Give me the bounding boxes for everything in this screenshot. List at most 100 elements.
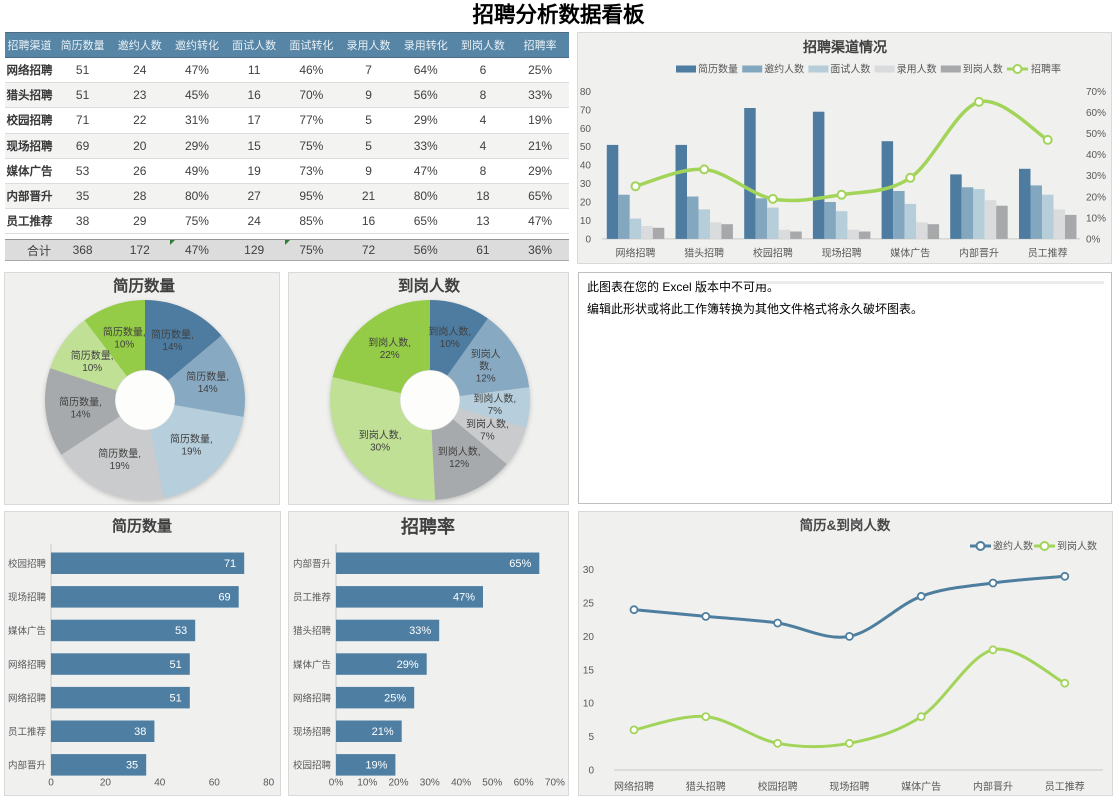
svg-text:到岗人数,10%: 到岗人数, 10% bbox=[428, 325, 471, 350]
svg-text:到岗人数,7%: 到岗人数, 7% bbox=[466, 417, 509, 442]
svg-text:猎头招聘: 猎头招聘 bbox=[684, 246, 724, 259]
svg-text:媒体广告: 媒体广告 bbox=[901, 780, 941, 793]
svg-text:媒体广告: 媒体广告 bbox=[293, 659, 331, 671]
svg-text:70: 70 bbox=[580, 105, 592, 116]
svg-text:10: 10 bbox=[580, 216, 592, 227]
svg-text:30: 30 bbox=[580, 179, 592, 190]
svg-text:到岗人数,12%: 到岗人数, 12% bbox=[438, 445, 481, 470]
svg-text:20%: 20% bbox=[388, 778, 408, 789]
svg-text:60%: 60% bbox=[514, 778, 534, 789]
svg-text:33%: 33% bbox=[409, 625, 431, 637]
svg-text:60: 60 bbox=[580, 124, 592, 135]
svg-text:到岗人数,22%: 到岗人数, 22% bbox=[368, 336, 411, 361]
svg-text:简历数量,14%: 简历数量, 14% bbox=[151, 328, 194, 353]
svg-text:面试人数: 面试人数 bbox=[830, 63, 870, 76]
svg-text:到岗人数,30%: 到岗人数, 30% bbox=[359, 428, 402, 453]
svg-text:猎头招聘: 猎头招聘 bbox=[293, 625, 332, 637]
svg-text:招聘率: 招聘率 bbox=[401, 516, 455, 537]
svg-text:40: 40 bbox=[580, 161, 592, 172]
svg-text:60%: 60% bbox=[1086, 108, 1106, 119]
svg-text:65%: 65% bbox=[509, 558, 531, 570]
svg-text:10%: 10% bbox=[1086, 213, 1106, 224]
svg-text:网络招聘: 网络招聘 bbox=[293, 692, 332, 704]
svg-text:30: 30 bbox=[583, 565, 595, 576]
svg-text:员工推荐: 员工推荐 bbox=[1045, 780, 1085, 793]
svg-text:80: 80 bbox=[580, 87, 592, 98]
svg-text:20: 20 bbox=[100, 778, 112, 789]
svg-text:内部晋升: 内部晋升 bbox=[959, 246, 999, 259]
svg-text:40%: 40% bbox=[1086, 150, 1106, 161]
svg-text:现场招聘: 现场招聘 bbox=[822, 246, 862, 259]
svg-text:录用人数: 录用人数 bbox=[897, 63, 937, 76]
svg-text:35: 35 bbox=[126, 760, 138, 772]
svg-text:简历数量,19%: 简历数量, 19% bbox=[98, 446, 141, 471]
svg-text:29%: 29% bbox=[397, 659, 419, 671]
svg-text:0: 0 bbox=[48, 778, 54, 789]
svg-text:15: 15 bbox=[583, 665, 595, 676]
svg-text:校园招聘: 校园招聘 bbox=[8, 558, 47, 570]
svg-text:到岗人数,7%: 到岗人数, 7% bbox=[473, 392, 516, 417]
svg-text:简历数量,10%: 简历数量, 10% bbox=[103, 325, 146, 350]
svg-text:内部晋升: 内部晋升 bbox=[973, 780, 1013, 793]
svg-text:招聘渠道情况: 招聘渠道情况 bbox=[803, 39, 887, 55]
svg-text:简历数量,10%: 简历数量, 10% bbox=[71, 349, 114, 374]
svg-text:简历数量: 简历数量 bbox=[113, 276, 176, 295]
svg-text:简历数量,14%: 简历数量, 14% bbox=[186, 370, 229, 395]
svg-text:50%: 50% bbox=[1086, 129, 1106, 140]
svg-text:校园招聘: 校园招聘 bbox=[293, 760, 332, 772]
svg-text:50: 50 bbox=[580, 142, 592, 153]
svg-text:0: 0 bbox=[588, 766, 594, 777]
svg-text:71: 71 bbox=[224, 558, 236, 570]
svg-text:20%: 20% bbox=[1086, 192, 1106, 203]
svg-text:25%: 25% bbox=[384, 692, 406, 704]
svg-text:38: 38 bbox=[134, 726, 146, 738]
svg-text:25: 25 bbox=[583, 599, 595, 610]
svg-text:校园招聘: 校园招聘 bbox=[758, 780, 798, 793]
svg-text:20: 20 bbox=[580, 198, 592, 209]
svg-text:现场招聘: 现场招聘 bbox=[829, 780, 869, 793]
svg-text:简历数量,14%: 简历数量, 14% bbox=[59, 395, 102, 420]
svg-text:80: 80 bbox=[263, 778, 275, 789]
svg-text:47%: 47% bbox=[453, 592, 475, 604]
svg-text:简历数量: 简历数量 bbox=[112, 517, 172, 535]
svg-text:媒体广告: 媒体广告 bbox=[8, 625, 46, 637]
svg-text:校园招聘: 校园招聘 bbox=[753, 246, 793, 259]
svg-text:60: 60 bbox=[209, 778, 221, 789]
svg-text:网络招聘: 网络招聘 bbox=[616, 246, 656, 259]
svg-text:网络招聘: 网络招聘 bbox=[8, 692, 47, 704]
svg-text:51: 51 bbox=[170, 659, 182, 671]
svg-text:猎头招聘: 猎头招聘 bbox=[686, 780, 726, 793]
svg-text:70%: 70% bbox=[545, 778, 565, 789]
svg-text:20: 20 bbox=[583, 632, 595, 643]
svg-text:40: 40 bbox=[154, 778, 166, 789]
svg-text:69: 69 bbox=[218, 592, 230, 604]
svg-text:邀约人数: 邀约人数 bbox=[993, 540, 1033, 553]
svg-text:50%: 50% bbox=[482, 778, 502, 789]
svg-text:10: 10 bbox=[583, 699, 595, 710]
svg-text:内部晋升: 内部晋升 bbox=[293, 558, 332, 570]
svg-text:网络招聘: 网络招聘 bbox=[614, 780, 654, 793]
svg-text:员工推荐: 员工推荐 bbox=[1028, 246, 1068, 259]
svg-text:简历数量: 简历数量 bbox=[698, 63, 738, 76]
svg-text:邀约人数: 邀约人数 bbox=[764, 63, 804, 76]
svg-text:到岗人数: 到岗人数 bbox=[963, 63, 1003, 76]
svg-text:内部晋升: 内部晋升 bbox=[8, 760, 47, 772]
svg-text:40%: 40% bbox=[451, 778, 471, 789]
svg-text:5: 5 bbox=[588, 732, 594, 743]
svg-text:现场招聘: 现场招聘 bbox=[8, 592, 47, 604]
svg-text:53: 53 bbox=[175, 625, 187, 637]
svg-text:51: 51 bbox=[170, 692, 182, 704]
svg-text:21%: 21% bbox=[372, 726, 394, 738]
svg-text:简历&到岗人数: 简历&到岗人数 bbox=[800, 517, 891, 533]
svg-text:员工推荐: 员工推荐 bbox=[293, 592, 332, 604]
svg-text:到岗人数: 到岗人数 bbox=[398, 276, 461, 295]
svg-text:19%: 19% bbox=[365, 760, 387, 772]
svg-text:员工推荐: 员工推荐 bbox=[8, 726, 47, 738]
svg-text:0: 0 bbox=[585, 234, 591, 245]
svg-text:招聘率: 招聘率 bbox=[1031, 63, 1061, 76]
svg-text:30%: 30% bbox=[1086, 171, 1106, 182]
svg-text:现场招聘: 现场招聘 bbox=[293, 726, 332, 738]
svg-text:到岗人数,12%: 到岗人数, 12% bbox=[471, 348, 501, 384]
svg-text:0%: 0% bbox=[1086, 234, 1101, 245]
svg-text:0%: 0% bbox=[329, 778, 344, 789]
